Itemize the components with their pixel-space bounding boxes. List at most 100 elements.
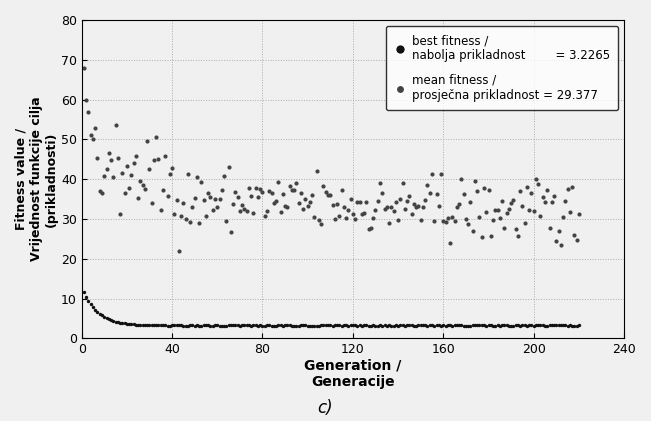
Point (526, 189, 536, 196)
Point (298, 205, 309, 212)
Point (212, 203, 223, 210)
Point (413, 322, 424, 329)
Point (309, 214, 320, 221)
Point (90, 306, 100, 313)
Point (332, 322, 342, 329)
Point (273, 322, 283, 329)
Point (424, 322, 435, 329)
Point (486, 232, 496, 239)
Point (266, 322, 277, 329)
Point (402, 197, 412, 204)
Point (551, 322, 562, 328)
Point (189, 322, 200, 329)
Point (205, 322, 215, 329)
Point (393, 322, 404, 329)
Point (513, 322, 523, 329)
Point (348, 322, 358, 329)
Point (291, 322, 301, 329)
Point (411, 204, 421, 211)
Point (375, 179, 385, 186)
Point (400, 205, 410, 212)
Point (397, 322, 408, 329)
Point (492, 322, 503, 329)
Point (205, 194, 215, 201)
Point (251, 322, 261, 329)
Point (303, 322, 313, 329)
Point (223, 164, 234, 171)
Point (316, 220, 326, 227)
Point (320, 189, 331, 195)
Point (277, 191, 288, 197)
Point (535, 213, 546, 219)
Point (303, 203, 313, 209)
Point (501, 322, 512, 329)
Point (391, 198, 401, 205)
Point (377, 189, 387, 196)
Point (327, 202, 338, 208)
Point (214, 322, 225, 329)
Point (547, 322, 557, 329)
Point (332, 200, 342, 207)
Point (438, 322, 449, 329)
Point (477, 322, 487, 329)
Point (176, 322, 186, 329)
Point (140, 186, 150, 192)
Point (102, 165, 112, 172)
Point (506, 200, 516, 206)
Point (445, 239, 455, 246)
Point (122, 320, 132, 327)
Point (562, 322, 573, 329)
Point (156, 322, 166, 328)
Point (88, 304, 98, 311)
Point (506, 322, 516, 329)
Point (149, 322, 159, 328)
Point (515, 188, 525, 195)
Point (284, 322, 295, 329)
Point (117, 170, 128, 176)
Point (544, 322, 555, 329)
Point (445, 322, 455, 329)
Point (504, 322, 514, 329)
Point (501, 210, 512, 216)
Point (422, 322, 433, 329)
Point (393, 217, 404, 224)
Point (300, 322, 311, 329)
Point (266, 189, 277, 196)
Point (325, 322, 335, 329)
Point (495, 214, 505, 221)
Point (307, 191, 318, 198)
Point (156, 207, 166, 214)
Point (106, 157, 117, 163)
Point (418, 204, 428, 211)
Point (180, 322, 191, 329)
Point (158, 322, 168, 329)
Point (81, 96, 91, 103)
Point (85, 132, 96, 139)
Point (538, 322, 548, 329)
Point (436, 322, 446, 329)
Point (124, 320, 134, 327)
Point (465, 198, 476, 205)
Point (115, 319, 125, 326)
Point (357, 210, 367, 217)
Point (478, 185, 489, 192)
Point (307, 322, 318, 329)
Point (271, 322, 281, 329)
Point (381, 322, 392, 329)
Point (146, 322, 157, 328)
Point (167, 164, 177, 171)
Point (298, 322, 309, 329)
Point (475, 322, 485, 329)
Point (555, 242, 566, 248)
Point (547, 198, 557, 205)
Point (115, 210, 125, 217)
Point (264, 322, 275, 329)
Point (282, 203, 292, 210)
Point (434, 202, 444, 209)
Point (153, 156, 163, 163)
Point (406, 210, 417, 217)
Point (110, 318, 120, 325)
Point (397, 179, 408, 186)
Point (350, 215, 361, 222)
Point (212, 322, 223, 329)
